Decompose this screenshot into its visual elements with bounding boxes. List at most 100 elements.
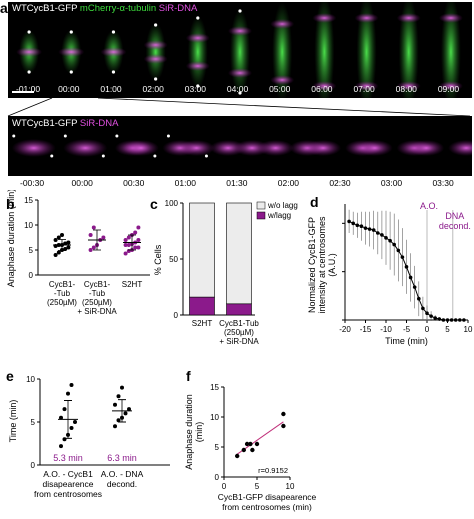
row1-timestamp: -01:00 (16, 84, 41, 94)
chart-c: 0 50 100 % Cells S2HT CycB1-Tub(250µM)+ SiR-D… (153, 199, 298, 346)
spindle-frame-9 (398, 0, 419, 108)
x-category-label: from centrosomes (34, 489, 102, 499)
dna-bottom-frame-10 (438, 81, 463, 91)
y-tick-label: 50 (169, 255, 178, 264)
row2-header-dna: SiR-DNA (79, 118, 119, 129)
dna-frame-0 (16, 47, 43, 57)
data-point (60, 233, 64, 237)
x-tick-label: -5 (403, 325, 411, 334)
row2-timestamp: 00:30 (123, 178, 145, 188)
data-point (281, 423, 286, 429)
y-tick-label: 100 (165, 199, 179, 208)
x-category-label: CycB1-Tub (219, 319, 259, 328)
centrosome2-left-1 (63, 134, 67, 138)
y-tick-label: 0 (174, 311, 179, 320)
x-tick-label: -15 (360, 325, 372, 334)
y-tick-label: 0 (31, 461, 36, 470)
bar-w-lagg (226, 303, 252, 316)
x-tick-label: 0 (222, 482, 227, 491)
panel-label-e: e (6, 368, 14, 384)
data-point (123, 243, 128, 247)
centrosome2-right-1 (101, 154, 105, 158)
y-tick-label: 0 (215, 473, 220, 482)
x-category-label: decond. (107, 479, 137, 489)
centrosome2-left-2 (115, 134, 119, 138)
data-point (392, 242, 396, 247)
data-point (355, 223, 360, 228)
legend-label: w/lagg (267, 211, 291, 220)
row2-header: WTCycB1-GFP SiR-DNA (12, 118, 118, 129)
row1-timestamp: 08:00 (395, 84, 417, 94)
x-tick-label: 10 (286, 482, 295, 491)
x-category-label: disapearence (42, 479, 93, 489)
data-point (73, 420, 77, 424)
mean-label: 5.3 min (53, 453, 83, 463)
data-point (136, 245, 141, 250)
x-category-label: CycB1- (49, 280, 76, 289)
data-point (133, 230, 138, 235)
centrosome-bottom-4 (196, 84, 200, 88)
x-tick-label: -10 (380, 325, 392, 334)
data-point (133, 245, 138, 250)
x-category-label: S2HT (192, 319, 213, 328)
centrosome-top-2 (111, 30, 116, 34)
x-axis-label: CycB1-GFP disapearence (218, 492, 317, 502)
data-point (250, 447, 255, 453)
data-point (62, 407, 67, 412)
data-point (441, 318, 446, 322)
data-point (445, 318, 450, 322)
y-tick-label: 5 (29, 246, 34, 255)
x-tick-label: 5 (255, 482, 260, 491)
centrosome2-right-3 (204, 154, 208, 158)
panel-label-b: b (6, 196, 15, 212)
dna-frame-1 (58, 47, 85, 57)
data-point (458, 318, 462, 322)
centrosome2-right-2 (153, 154, 157, 158)
data-point (66, 240, 71, 245)
y-axis-label: intensity at centrosomes (317, 216, 327, 314)
row1-timestamp: 07:00 (353, 84, 375, 94)
centrosome-top-4 (196, 16, 200, 20)
centrosome-top-5 (238, 9, 242, 13)
x-axis-label-2: from centrosomes (min) (222, 502, 312, 512)
data-point (351, 221, 355, 226)
row1-timestamp: 00:00 (58, 84, 80, 94)
x-category-label: A.O. - CycB1 (43, 469, 93, 479)
centrosome-bottom-1 (69, 70, 73, 74)
annotation-dna: DNA (445, 211, 464, 221)
centrosome-bottom-0 (27, 70, 31, 74)
dna-bottom-frame-3 (143, 54, 168, 64)
row2-timestamp: 01:30 (226, 178, 248, 188)
data-point (136, 225, 141, 230)
row2-timestamp: 03:00 (380, 178, 403, 188)
row1-timestamp: 04:00 (226, 84, 249, 94)
row1-timestamp: 06:00 (311, 84, 333, 94)
x-category-label: -Tub (54, 289, 71, 298)
x-category-label: S2HT (122, 280, 143, 289)
row2-timestamp: 03:30 (432, 178, 454, 188)
centrosome-top-3 (154, 23, 158, 27)
data-point (425, 311, 429, 316)
dna-top-frame-6 (270, 19, 295, 29)
y-tick-label: 15 (210, 383, 219, 392)
data-point (417, 296, 421, 301)
dna2-right-3 (178, 140, 215, 156)
data-point (69, 383, 74, 388)
data-point (453, 318, 458, 322)
data-point (126, 235, 131, 240)
data-point (281, 411, 286, 417)
bar-wo-lagg (226, 202, 252, 305)
x-category-label: (250µM) (224, 328, 254, 337)
spindle-frame-7 (314, 0, 335, 108)
spindle-frame-4 (187, 16, 208, 88)
data-point (244, 441, 250, 447)
y-axis-label: % Cells (153, 244, 163, 275)
data-point (56, 235, 61, 240)
y-axis-label: Anaphase duration (min) (6, 190, 16, 287)
spindle-frame-5 (230, 9, 250, 95)
dna2-frame-0 (11, 139, 56, 157)
data-point (363, 226, 368, 230)
centrosome-top-1 (69, 30, 73, 34)
spindle-frame-3 (145, 23, 166, 81)
